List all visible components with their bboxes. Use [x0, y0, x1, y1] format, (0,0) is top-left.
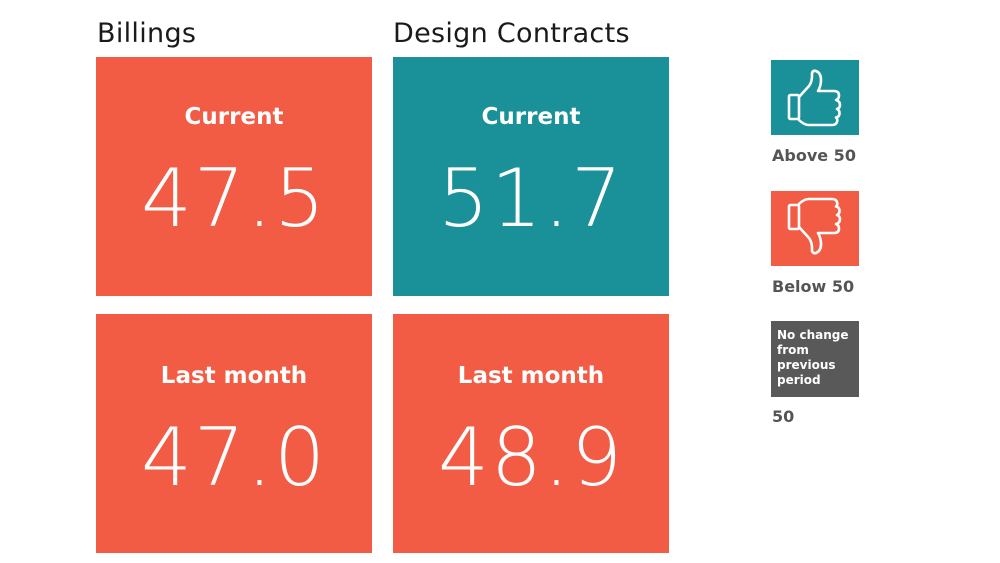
- thumbs-up-icon: [787, 69, 842, 127]
- legend-below-label: Below 50: [772, 277, 855, 296]
- legend-below-box: [771, 191, 859, 266]
- legend-no-change-label: 50: [772, 407, 795, 426]
- design-contracts-title: Design Contracts: [393, 18, 630, 49]
- billings-last-month-tile: Last month 47.0: [96, 314, 372, 553]
- billings-title: Billings: [97, 18, 197, 49]
- billings-current-value: 47.5: [140, 152, 328, 245]
- legend-above-box: [771, 60, 859, 135]
- design-contracts-current-value: 51.7: [437, 152, 625, 245]
- billings-current-tile: Current 47.5: [96, 57, 372, 296]
- billings-last-month-value: 47.0: [140, 411, 328, 504]
- legend-no-change-box: No change from previous period: [771, 321, 859, 397]
- design-contracts-last-month-value: 48.9: [437, 411, 625, 504]
- billings-last-month-label: Last month: [160, 363, 308, 389]
- design-contracts-last-month-tile: Last month 48.9: [393, 314, 669, 553]
- design-contracts-last-month-label: Last month: [457, 363, 605, 389]
- legend-above-label: Above 50: [772, 146, 856, 165]
- design-contracts-current-label: Current: [481, 104, 581, 130]
- legend-no-change-text: No change from previous period: [777, 328, 849, 387]
- billings-current-label: Current: [184, 104, 284, 130]
- thumbs-down-icon: [787, 197, 842, 255]
- design-contracts-current-tile: Current 51.7: [393, 57, 669, 296]
